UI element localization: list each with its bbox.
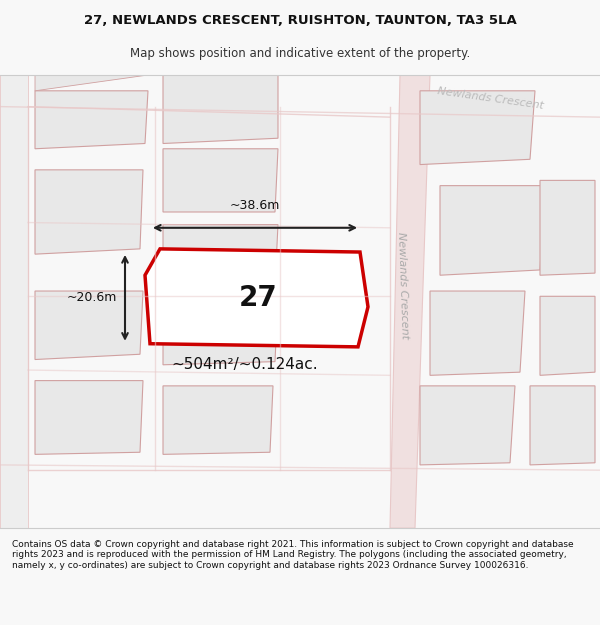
Polygon shape [35,291,143,359]
Polygon shape [420,91,535,164]
Polygon shape [163,296,278,365]
Polygon shape [540,181,595,275]
Polygon shape [530,386,595,465]
Polygon shape [35,381,143,454]
Polygon shape [540,296,595,376]
Polygon shape [35,91,148,149]
Polygon shape [420,386,515,465]
Polygon shape [163,149,278,212]
Polygon shape [35,75,148,91]
Text: ~504m²/~0.124ac.: ~504m²/~0.124ac. [172,357,319,372]
Polygon shape [163,75,278,144]
Polygon shape [0,75,28,528]
Polygon shape [390,75,430,528]
Polygon shape [430,291,525,376]
Text: Map shows position and indicative extent of the property.: Map shows position and indicative extent… [130,48,470,61]
Text: Newlands Crescent: Newlands Crescent [396,232,410,339]
Polygon shape [163,224,278,286]
Text: ~20.6m: ~20.6m [67,291,117,304]
Polygon shape [145,249,368,347]
Text: Newlands Crescent: Newlands Crescent [436,86,544,111]
Text: 27, NEWLANDS CRESCENT, RUISHTON, TAUNTON, TA3 5LA: 27, NEWLANDS CRESCENT, RUISHTON, TAUNTON… [83,14,517,28]
Text: ~38.6m: ~38.6m [230,199,280,212]
Polygon shape [440,186,545,275]
Text: Contains OS data © Crown copyright and database right 2021. This information is : Contains OS data © Crown copyright and d… [12,540,574,569]
Polygon shape [35,170,143,254]
Text: 27: 27 [239,284,277,312]
Polygon shape [163,386,273,454]
